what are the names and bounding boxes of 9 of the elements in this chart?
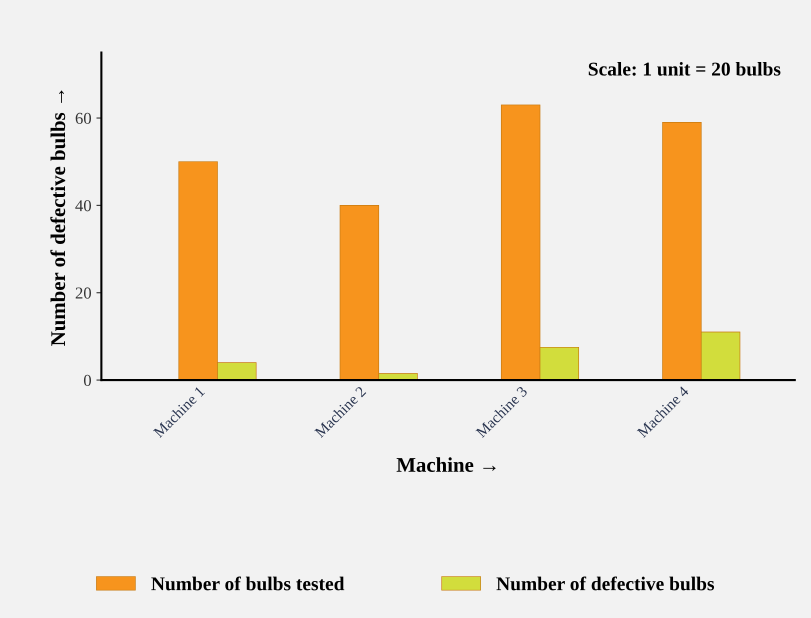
y-tick-label: 0	[84, 374, 92, 386]
x-axis-title: Machine →	[396, 457, 496, 472]
y-tick-label: 40	[75, 200, 92, 212]
legend-label: Number of defective bulbs	[496, 576, 714, 590]
y-tick-label: 60	[76, 112, 92, 124]
legend-label: Number of bulbs tested	[151, 576, 344, 590]
annotation: Scale: 1 unit = 20 bulbs	[588, 62, 780, 76]
y-axis-title: Number of defective bulbs →	[50, 90, 66, 346]
y-tick-label: 20	[76, 287, 92, 299]
